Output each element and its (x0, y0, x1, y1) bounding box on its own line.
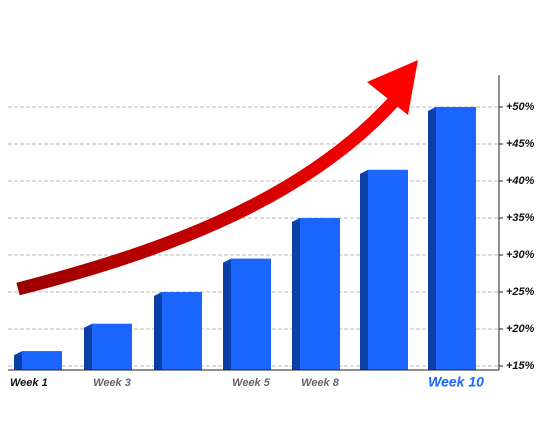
arrow-head (367, 60, 418, 115)
bar (368, 169, 408, 370)
y-tick-label: +20% (506, 323, 535, 335)
bar (22, 351, 62, 370)
x-tick-label: Week 5 (232, 377, 271, 389)
bar (231, 258, 271, 370)
bar-side (154, 292, 162, 370)
y-tick-label: +50% (506, 101, 535, 113)
trend-arrow (16, 95, 400, 296)
bar (300, 218, 340, 370)
y-tick-label: +25% (506, 286, 535, 298)
y-tick-label: +30% (506, 249, 535, 261)
bar-side (14, 351, 22, 370)
x-tick-label: Week 10 (428, 374, 484, 390)
bar (92, 323, 132, 370)
y-tick-label: +45% (506, 138, 535, 150)
bar-side (360, 169, 368, 370)
bar-side (84, 323, 92, 370)
x-tick-label: Week 3 (93, 377, 131, 389)
bar-side (292, 218, 300, 370)
bar (436, 107, 476, 370)
x-tick-label: Week 1 (10, 377, 48, 389)
y-tick-label: +35% (506, 212, 535, 224)
x-tick-label: Week 8 (301, 377, 340, 389)
y-tick-label: +15% (506, 360, 535, 372)
bar (162, 292, 202, 370)
y-tick-label: +40% (506, 175, 535, 187)
bar-side (223, 258, 231, 370)
bar-side (428, 107, 436, 370)
